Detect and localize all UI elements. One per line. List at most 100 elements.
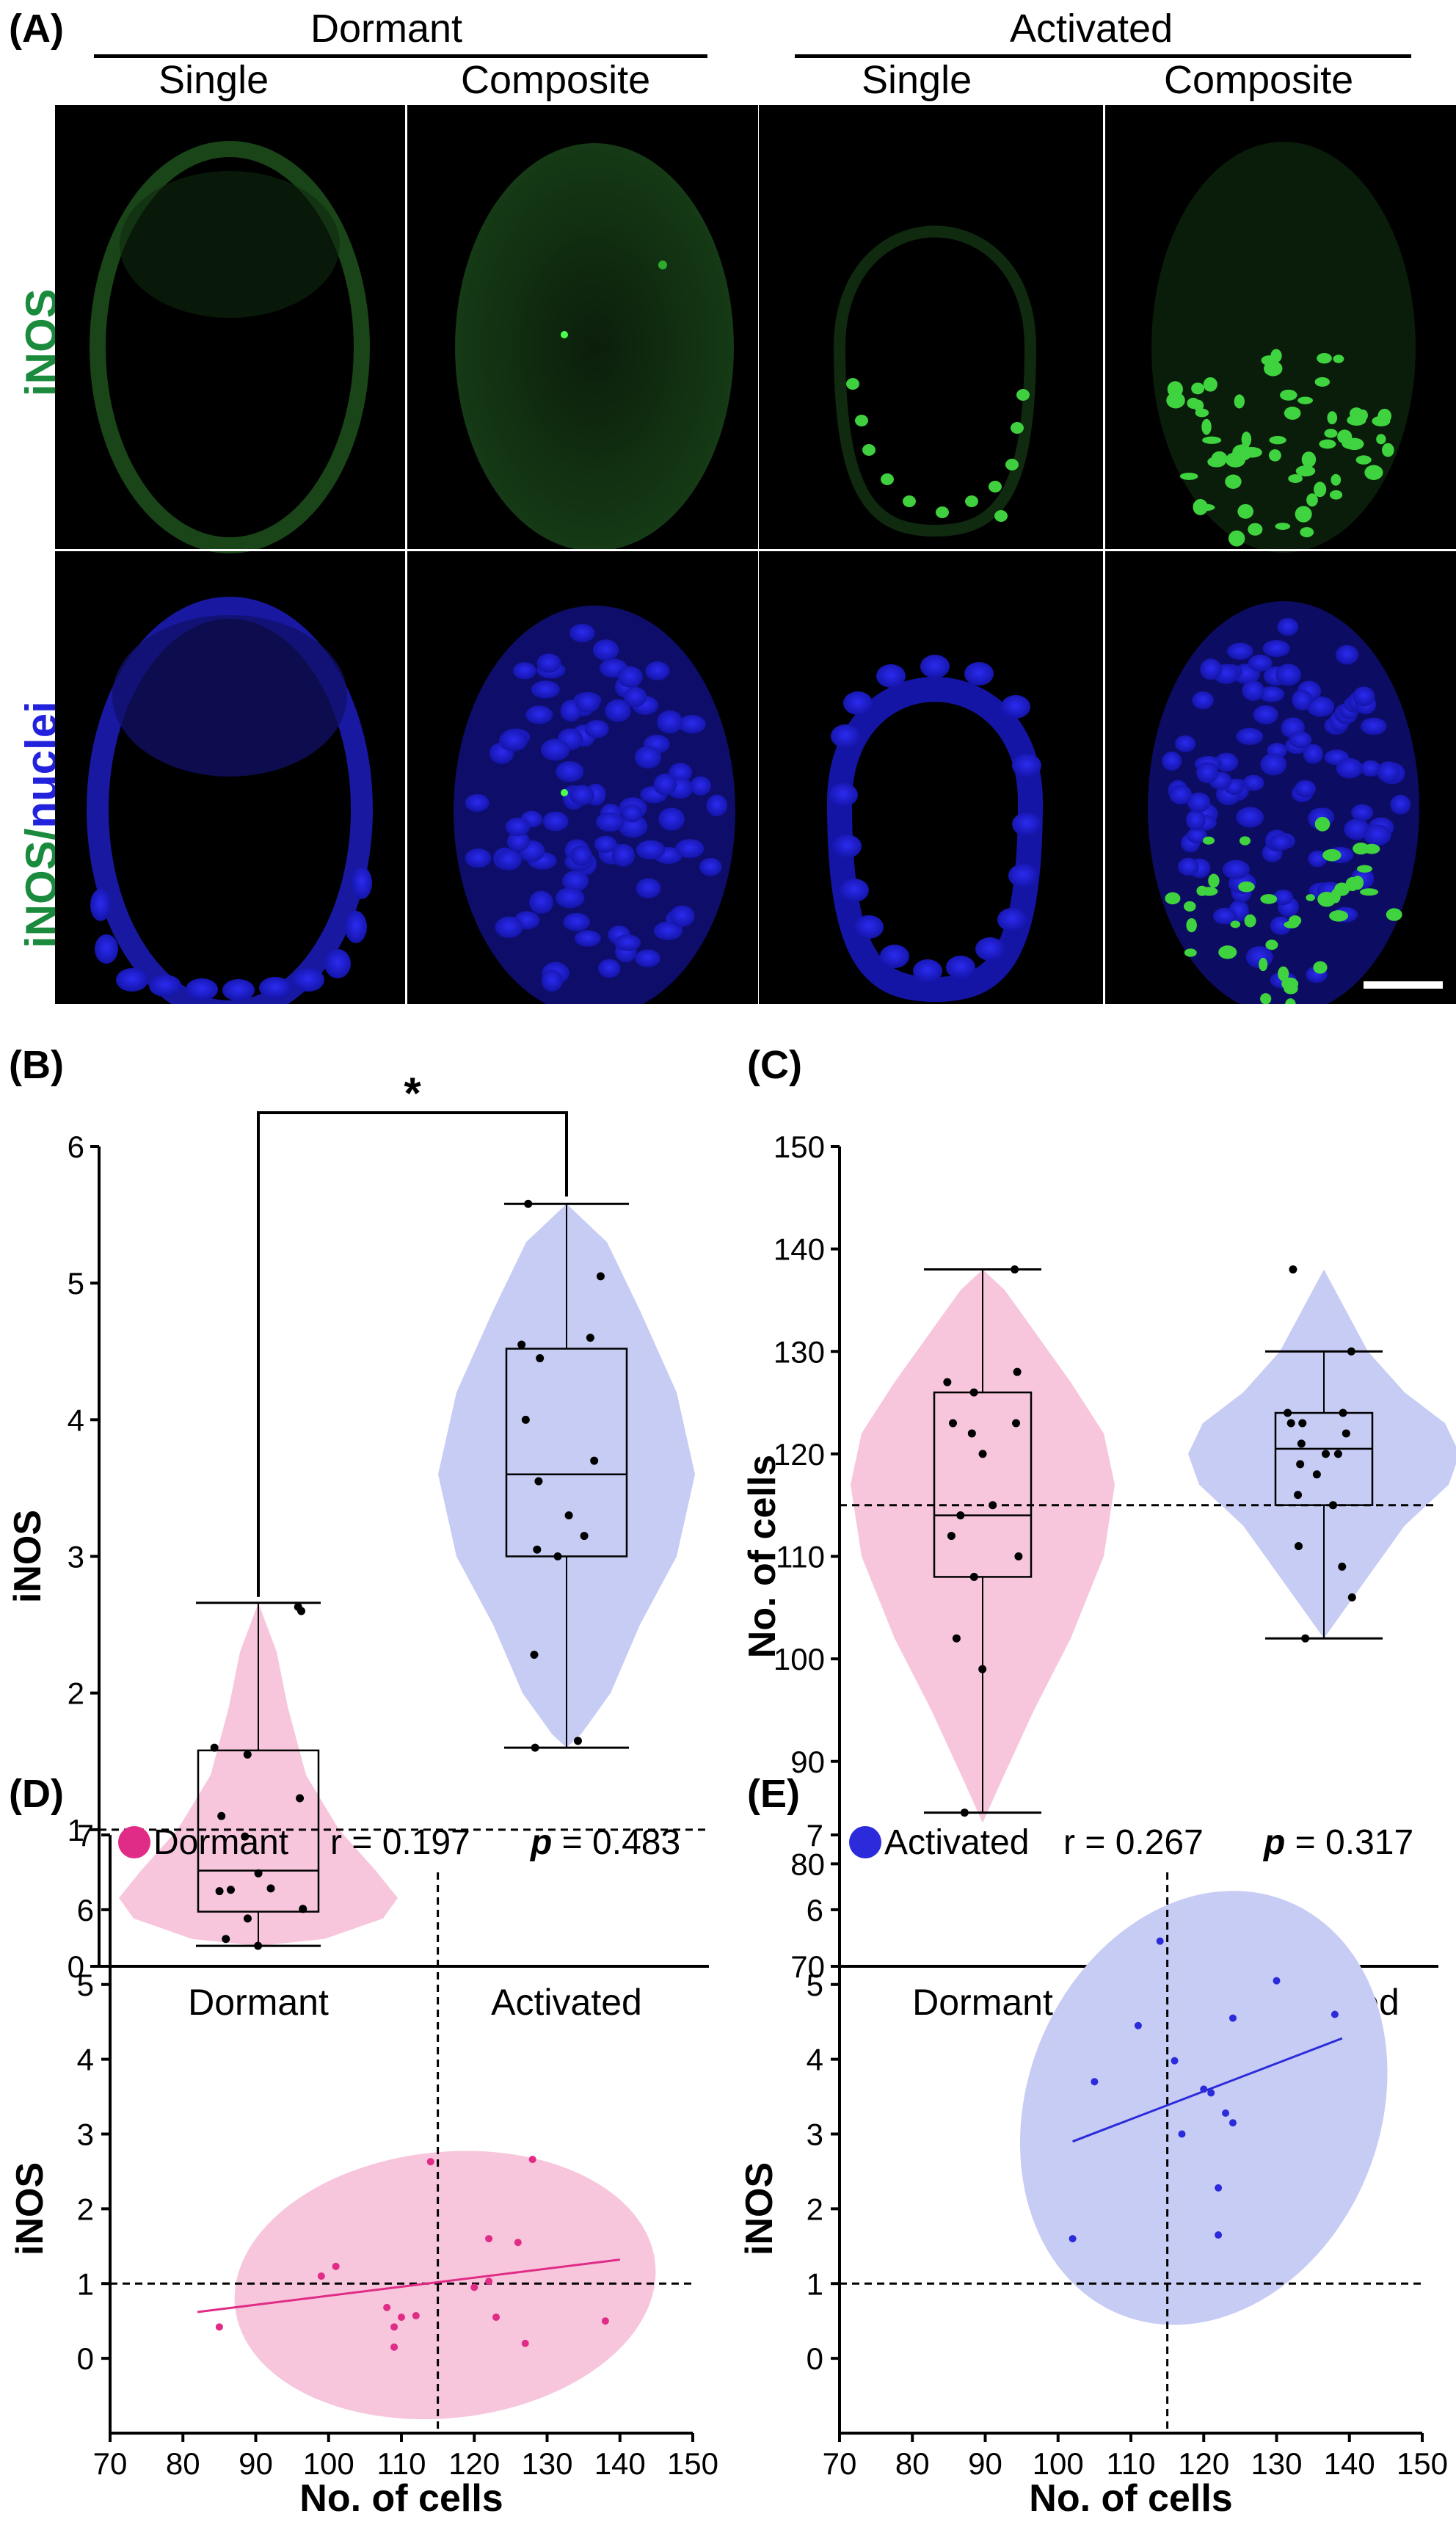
micrograph-cell — [1178, 857, 1200, 876]
micrograph-cell — [1295, 465, 1316, 477]
data-point — [590, 1456, 599, 1465]
data-point — [1011, 1265, 1019, 1274]
micrograph-cell — [1306, 696, 1335, 717]
y-tick-label: 6 — [77, 1893, 94, 1927]
micrograph-cell — [669, 905, 695, 927]
y-tick-label: 140 — [774, 1232, 825, 1267]
micrograph-cell — [617, 666, 643, 688]
micrograph-cell — [1306, 493, 1318, 507]
micrograph-cell — [1301, 451, 1317, 468]
micrograph-cell — [854, 915, 884, 939]
micrograph-cell — [1269, 435, 1286, 445]
micrograph-cell — [1016, 389, 1030, 401]
data-point — [390, 2343, 398, 2351]
micrograph-cell — [1285, 998, 1296, 1004]
x-tick-label: 130 — [521, 2446, 572, 2481]
micrograph-cell — [636, 878, 661, 898]
y-tick-label: 6 — [68, 1130, 84, 1164]
micrograph-cell — [542, 811, 569, 832]
x-tick-label: 80 — [895, 2446, 930, 2481]
micrograph-cell — [598, 959, 621, 978]
x-tick-label: 120 — [448, 2446, 500, 2481]
data-point — [514, 2239, 522, 2247]
micrograph-dormant-block — [55, 105, 758, 1004]
y-tick-label: 5 — [68, 1266, 84, 1301]
micrograph-cell — [1329, 910, 1349, 922]
micrograph-cell — [876, 664, 906, 688]
micrograph-cell — [1361, 717, 1387, 735]
data-point — [967, 1429, 976, 1438]
micrograph-dormant-svg — [55, 105, 758, 1004]
micrograph-cell — [611, 843, 636, 867]
data-point — [1012, 1419, 1021, 1428]
micrograph-cell — [1260, 993, 1272, 1004]
micrograph-activated-single-nuclei — [826, 655, 1044, 1003]
micrograph-cell — [1184, 901, 1196, 912]
micrograph-cell — [465, 793, 489, 812]
micrograph-cell — [1308, 850, 1328, 868]
micrograph-cell — [1248, 654, 1273, 672]
micrograph-cell — [657, 710, 683, 734]
micrograph-cell — [1331, 473, 1342, 486]
micrograph-cell — [621, 804, 643, 823]
micrograph-cell — [1237, 504, 1254, 519]
micrograph-cell — [1187, 792, 1211, 813]
micrograph-dormant-single-nuclei — [87, 597, 373, 1004]
data-point — [1333, 1450, 1342, 1458]
column-header-single-activated: Single — [862, 58, 972, 102]
micrograph-cell — [636, 840, 666, 860]
micrograph-cell — [1281, 977, 1299, 991]
box-iqr — [1274, 1411, 1374, 1506]
micrograph-cell — [831, 724, 860, 748]
micrograph-cell — [574, 930, 601, 947]
significance-bracket — [257, 1111, 568, 1597]
micrograph-cell — [840, 879, 869, 902]
micrograph-cell — [1337, 429, 1353, 444]
micrograph-cell — [1322, 848, 1342, 862]
micrograph-cell — [1273, 889, 1294, 906]
micrograph-cell — [1260, 894, 1278, 904]
data-point — [586, 1334, 594, 1342]
micrograph-cell — [975, 937, 1005, 961]
confidence-ellipse — [234, 2151, 656, 2420]
micrograph-cell — [1331, 888, 1341, 904]
micrograph-cell — [1275, 664, 1301, 686]
micrograph-activated-block — [759, 105, 1456, 1004]
data-point — [1342, 1429, 1350, 1438]
micrograph-cell — [1265, 939, 1278, 950]
micrograph-cell — [1314, 816, 1331, 832]
micrograph-cell — [1186, 810, 1206, 831]
y-tick-label: 6 — [807, 1893, 823, 1927]
scale-bar — [1364, 981, 1443, 989]
micrograph-cell — [653, 773, 677, 796]
y-tick-label: 100 — [774, 1642, 825, 1676]
violin-dormant — [851, 1269, 1115, 1823]
micrograph-cell — [1300, 527, 1314, 538]
y-tick-label: 80 — [790, 1847, 825, 1881]
micrograph-cell — [512, 662, 536, 680]
y-tick-label: 1 — [77, 2267, 94, 2301]
x-tick-label-dormant: Dormant — [188, 1982, 329, 2023]
micrograph-cell — [569, 623, 595, 643]
micrograph-cell — [1012, 754, 1041, 777]
micrograph-cell — [1356, 865, 1373, 873]
column-header-single-dormant: Single — [159, 58, 269, 102]
micrograph-cell — [1184, 948, 1197, 957]
data-point — [398, 2313, 405, 2322]
micrograph-cell — [1228, 530, 1245, 547]
micrograph-cell — [1187, 827, 1207, 844]
x-tick-label: 70 — [93, 2446, 128, 2481]
column-header-composite-dormant: Composite — [461, 58, 651, 102]
legend-r-value: r = 0.267 — [1063, 1823, 1204, 1862]
micrograph-cell — [570, 845, 592, 867]
micrograph-cell — [1358, 409, 1368, 421]
data-point — [1200, 2085, 1208, 2093]
micrograph-cell — [1277, 618, 1299, 636]
x-tick-label: 120 — [1178, 2446, 1229, 2481]
x-tick-label: 90 — [968, 2446, 1002, 2481]
data-point — [470, 2283, 478, 2291]
data-point — [528, 2156, 536, 2164]
data-point — [1222, 2109, 1230, 2117]
box-dormant — [924, 1268, 1041, 1814]
data-point — [254, 1941, 263, 1950]
